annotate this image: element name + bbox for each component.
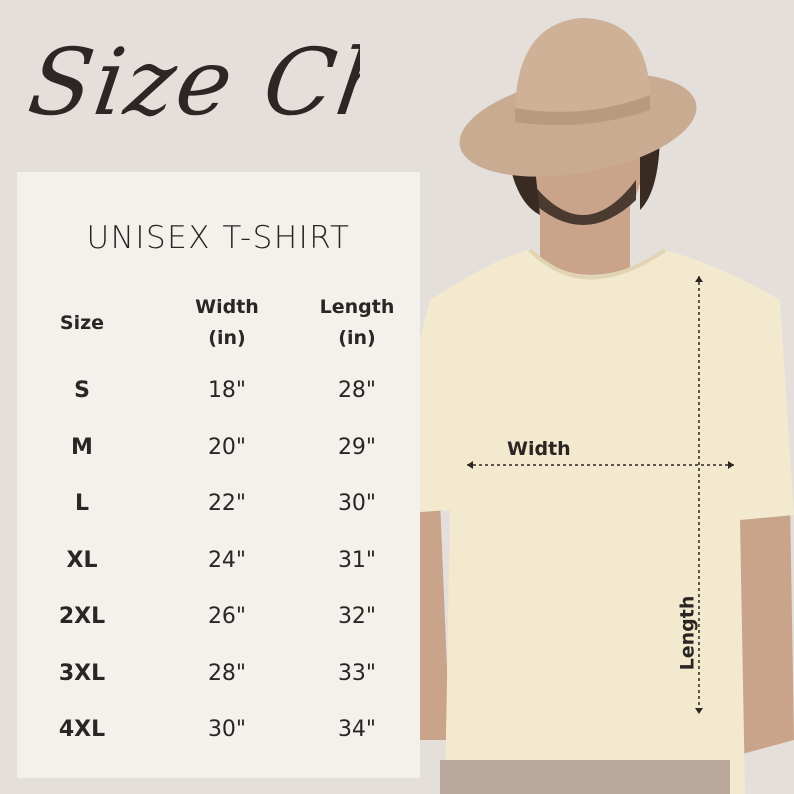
cell-width: 26" [207,604,247,629]
header-length-label: Length [319,296,395,318]
cell-size: L [74,491,90,516]
hat-crown [515,18,650,118]
table-row: 3XL 28" 33" [17,661,420,701]
cell-length: 32" [337,604,377,629]
cell-size: M [71,434,93,460]
cell-length: 31" [337,547,377,573]
cell-length: 29" [337,434,377,460]
cell-width: 30" [207,717,247,742]
header-width-label: Width [195,296,259,318]
cell-length: 28" [337,378,377,403]
cell-size: 2XL [58,604,106,629]
product-title: UNISEX T-SHIRT [86,220,351,256]
cell-width: 28" [207,660,247,686]
table-row: M 20" 29" [17,435,420,475]
header-length-unit: (in) [338,327,376,349]
length-annotation: Length [676,595,699,671]
header-size-label: Size [59,312,105,334]
size-table-panel: UNISEX T-SHIRT Size Width (in) Length (i… [17,172,420,778]
cell-width: 18" [207,378,247,403]
table-row: S 18" 28" [17,378,420,418]
cell-size: XL [66,547,98,573]
table-row: 2XL 26" 32" [17,604,420,644]
cell-size: 4XL [58,717,106,742]
table-row: L 22" 30" [17,491,420,531]
cell-length: 34" [337,717,377,742]
header-width: Width (in) [167,292,287,354]
cell-size: 3XL [58,660,106,686]
cell-width: 20" [207,434,247,460]
header-width-unit: (in) [208,327,246,349]
header-size: Size [37,308,127,339]
model-photo [360,0,794,794]
table-row: 4XL 30" 34" [17,717,420,757]
table-row: XL 24" 31" [17,548,420,588]
cell-length: 33" [337,660,377,686]
cell-length: 30" [337,491,377,516]
t-shirt [375,250,794,794]
header-length: Length (in) [297,292,417,354]
width-annotation: Width [507,438,571,460]
cell-width: 22" [207,491,247,516]
cell-width: 24" [207,547,247,573]
cell-size: S [74,378,90,403]
